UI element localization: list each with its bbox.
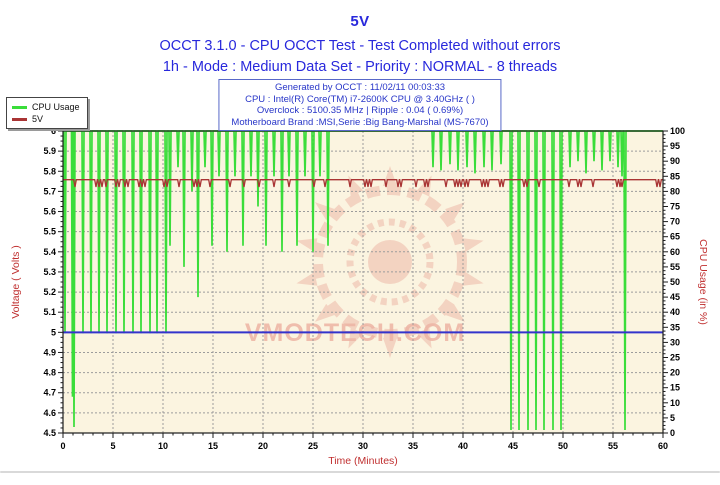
svg-text:5.1: 5.1 (43, 307, 56, 317)
svg-text:5.7: 5.7 (43, 186, 56, 196)
svg-text:5.6: 5.6 (43, 207, 56, 217)
system-info-box: Generated by OCCT : 11/02/11 00:03:33 CP… (218, 79, 502, 132)
5v-line-swatch (12, 117, 27, 121)
svg-text:35: 35 (408, 441, 418, 451)
legend-item-5v: 5V (12, 113, 80, 125)
svg-text:100: 100 (670, 126, 685, 136)
svg-text:5.4: 5.4 (43, 247, 56, 257)
svg-text:40: 40 (670, 307, 680, 317)
svg-text:60: 60 (670, 247, 680, 257)
test-result-line: OCCT 3.1.0 - CPU OCCT Test - Test Comple… (159, 38, 561, 54)
svg-text:45: 45 (508, 441, 518, 451)
test-mode-line: 1h - Mode : Medium Data Set - Priority :… (162, 59, 558, 75)
svg-text:0: 0 (60, 441, 65, 451)
svg-text:40: 40 (458, 441, 468, 451)
svg-text:30: 30 (670, 337, 680, 347)
left-axis-title: Voltage ( Volts ) (10, 245, 22, 319)
svg-text:30: 30 (358, 441, 368, 451)
svg-text:90: 90 (670, 156, 680, 166)
svg-text:5.3: 5.3 (43, 267, 56, 277)
page-bottom-divider (0, 471, 720, 473)
svg-text:80: 80 (670, 186, 680, 196)
svg-text:10: 10 (158, 441, 168, 451)
svg-text:25: 25 (670, 353, 680, 363)
svg-text:4.8: 4.8 (43, 368, 56, 378)
svg-text:50: 50 (558, 441, 568, 451)
svg-text:5: 5 (51, 327, 56, 337)
svg-text:55: 55 (608, 441, 618, 451)
svg-text:65: 65 (670, 232, 680, 242)
svg-text:5.9: 5.9 (43, 146, 56, 156)
svg-text:35: 35 (670, 322, 680, 332)
svg-text:75: 75 (670, 202, 680, 212)
chart-title: 5V (350, 13, 370, 30)
right-axis-title: CPU Usage (in %) (697, 239, 709, 325)
svg-text:15: 15 (208, 441, 218, 451)
legend-label-5v: 5V (32, 114, 44, 124)
svg-text:85: 85 (670, 171, 680, 181)
svg-text:45: 45 (670, 292, 680, 302)
legend-item-cpu-usage: CPU Usage (12, 101, 80, 113)
chart-legend: CPU Usage 5V (6, 97, 88, 129)
overclock-line: Overclock : 5100.35 MHz | Ripple : 0.04 … (256, 105, 464, 117)
svg-text:20: 20 (670, 368, 680, 378)
svg-text:4.6: 4.6 (43, 408, 56, 418)
svg-text:4.5: 4.5 (43, 428, 56, 438)
svg-text:6: 6 (51, 126, 56, 136)
svg-text:20: 20 (258, 441, 268, 451)
svg-text:95: 95 (670, 141, 680, 151)
svg-text:10: 10 (670, 398, 680, 408)
cpu-usage-line-swatch (12, 105, 27, 109)
svg-text:4.7: 4.7 (43, 388, 56, 398)
svg-text:5.8: 5.8 (43, 166, 56, 176)
legend-label-cpu-usage: CPU Usage (32, 102, 80, 112)
svg-text:0: 0 (670, 428, 675, 438)
svg-text:25: 25 (308, 441, 318, 451)
motherboard-line: Motherboard Brand :MSI,Serie :Big Bang-M… (231, 116, 489, 128)
svg-text:5: 5 (670, 413, 675, 423)
svg-text:5: 5 (110, 441, 115, 451)
svg-text:60: 60 (658, 441, 668, 451)
svg-text:55: 55 (670, 262, 680, 272)
svg-text:5.5: 5.5 (43, 227, 56, 237)
svg-text:15: 15 (670, 383, 680, 393)
cpu-line: CPU : Intel(R) Core(TM) i7-2600K CPU @ 3… (245, 93, 475, 105)
svg-text:70: 70 (670, 217, 680, 227)
generated-by-line: Generated by OCCT : 11/02/11 00:03:33 (274, 82, 446, 93)
svg-text:4.9: 4.9 (43, 347, 56, 357)
x-axis-title: Time (Minutes) (328, 455, 398, 467)
svg-text:50: 50 (670, 277, 680, 287)
svg-text:5.2: 5.2 (43, 287, 56, 297)
